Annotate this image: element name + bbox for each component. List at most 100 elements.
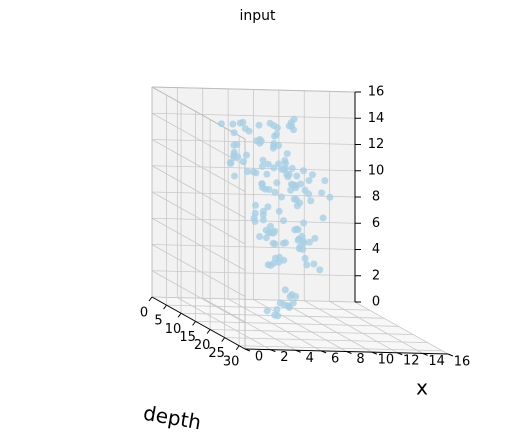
data-point	[300, 167, 307, 175]
chart-title: input	[239, 8, 276, 24]
x-tick-label: 16	[454, 355, 471, 370]
data-point	[230, 141, 238, 149]
depth-tick	[206, 329, 211, 334]
data-point	[217, 120, 225, 128]
data-point	[236, 119, 244, 127]
grid-line	[354, 301, 449, 355]
grid-line	[151, 112, 356, 119]
data-point	[281, 157, 289, 164]
data-point	[319, 214, 327, 222]
data-point	[270, 164, 278, 172]
data-point	[264, 160, 272, 168]
data-point	[288, 291, 296, 298]
data-point	[256, 233, 264, 240]
data-point	[245, 127, 253, 135]
z-tick-label: 16	[368, 85, 385, 100]
grid-line	[151, 112, 246, 166]
depth-tick	[148, 296, 153, 302]
data-point	[264, 261, 272, 269]
x-tick	[447, 353, 454, 357]
data-point	[255, 121, 263, 129]
data-point	[263, 170, 271, 178]
grid-line	[329, 301, 423, 354]
data-point	[290, 195, 298, 203]
depth-tick-label: 5	[154, 314, 162, 329]
x-tick	[270, 349, 276, 353]
data-point	[229, 120, 237, 128]
grid-line	[151, 165, 356, 172]
data-point	[251, 218, 259, 225]
depth-tick	[177, 312, 182, 318]
data-point	[252, 169, 260, 177]
data-point	[259, 216, 267, 224]
data-point	[258, 162, 266, 170]
x-tick	[397, 352, 403, 356]
data-point	[303, 261, 311, 269]
data-point	[267, 222, 274, 230]
grid-line	[151, 139, 246, 192]
x-tick-label: 10	[378, 353, 395, 368]
data-point	[300, 219, 308, 227]
data-point	[230, 129, 238, 137]
data-point	[270, 122, 278, 129]
data-point	[295, 235, 303, 243]
data-point	[278, 165, 286, 173]
data-point	[326, 193, 334, 201]
data-point	[280, 217, 287, 225]
data-point	[316, 266, 324, 274]
depth-tick-label: 20	[194, 338, 211, 353]
data-point	[252, 201, 259, 209]
depth-tick	[221, 337, 226, 342]
data-point	[231, 172, 238, 180]
z-tick-label: 12	[368, 137, 385, 152]
data-point	[285, 170, 293, 178]
depth-tick-label: 10	[165, 322, 182, 337]
grid-line	[151, 165, 246, 219]
data-point	[234, 153, 242, 161]
x-axis-title: x	[416, 376, 428, 400]
data-point	[259, 211, 267, 219]
data-point	[281, 286, 289, 294]
data-point	[305, 177, 313, 184]
data-point	[258, 183, 266, 191]
data-point	[257, 137, 265, 145]
grid-line	[151, 191, 246, 245]
grid-line	[151, 244, 246, 297]
axis-titles: depth x	[142, 376, 429, 435]
data-point	[288, 164, 296, 172]
grid-line	[151, 270, 246, 324]
depth-axis-title: depth	[142, 401, 204, 435]
data-point	[278, 193, 285, 201]
x-tick	[295, 349, 301, 353]
data-point	[273, 179, 281, 187]
x-tick-label: 0	[255, 350, 263, 365]
data-point	[264, 203, 272, 211]
pane-edge	[151, 86, 356, 93]
x-tick-label: 4	[306, 351, 314, 366]
grid-line	[151, 217, 246, 271]
data-point	[262, 234, 270, 242]
data-point	[243, 151, 250, 159]
depth-tick	[163, 304, 167, 310]
grid-line	[151, 296, 356, 303]
x-tick-label: 6	[331, 351, 339, 366]
x-tick-label: 2	[280, 350, 288, 365]
x-tick-label: 8	[356, 352, 364, 367]
data-point	[318, 189, 326, 197]
x-tick	[320, 350, 327, 354]
data-point	[271, 311, 279, 319]
data-point	[301, 186, 309, 194]
data-point	[259, 156, 267, 164]
depth-tick	[192, 321, 196, 326]
data-points	[217, 115, 334, 320]
tick-marks	[148, 91, 454, 357]
data-point	[282, 239, 289, 247]
data-point	[301, 254, 309, 262]
data-point	[275, 160, 283, 168]
z-tick-label: 8	[372, 190, 380, 205]
x-tick	[346, 351, 352, 354]
z-tick-label: 0	[372, 295, 380, 310]
data-point	[280, 301, 288, 309]
